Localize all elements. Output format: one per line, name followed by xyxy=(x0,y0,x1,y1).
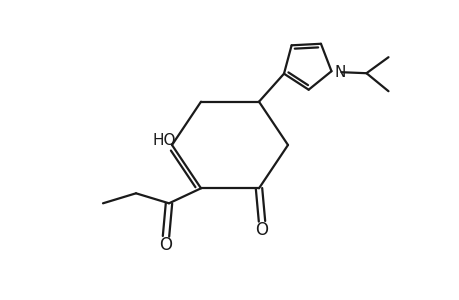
Text: O: O xyxy=(159,236,172,254)
Text: N: N xyxy=(334,65,345,80)
Text: O: O xyxy=(255,221,268,239)
Text: HO: HO xyxy=(152,133,175,148)
